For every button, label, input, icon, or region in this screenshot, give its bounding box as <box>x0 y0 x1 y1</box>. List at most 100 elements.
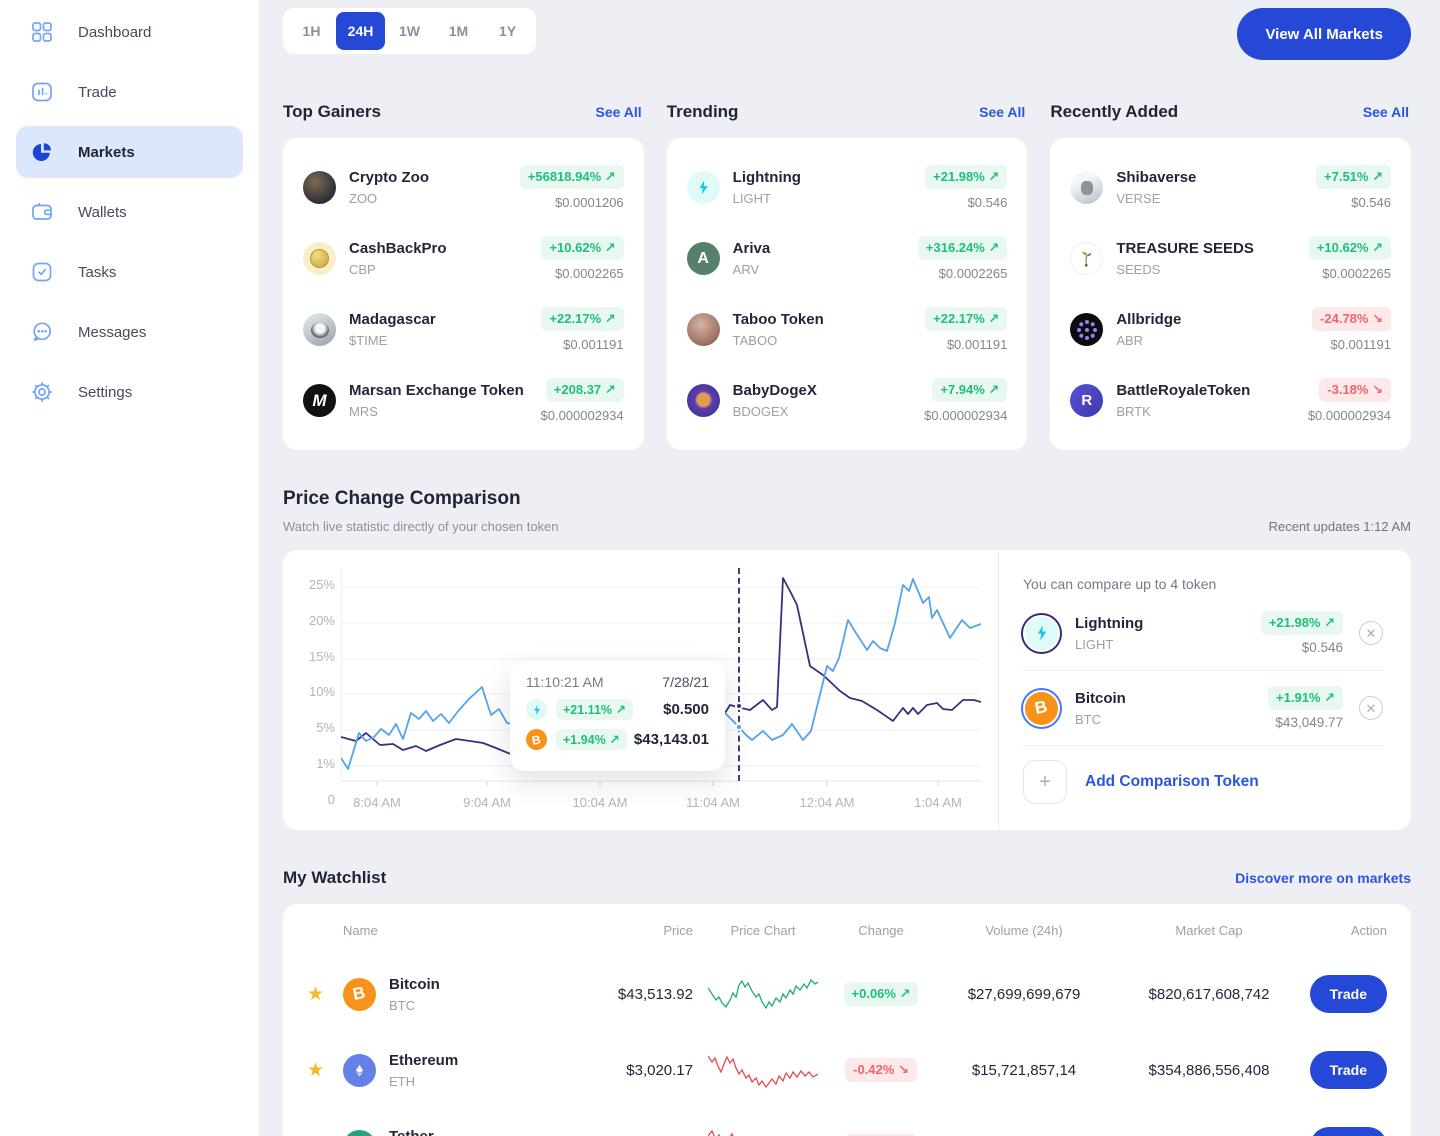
sidebar-item-wallets[interactable]: Wallets <box>16 186 243 238</box>
trade-button[interactable]: Trade <box>1309 1127 1387 1136</box>
token-price: $0.0002265 <box>1322 266 1391 281</box>
tab-1m[interactable]: 1M <box>448 23 469 39</box>
tooltip-change-badge: +21.11% ↗ <box>556 699 633 720</box>
price-comparison-section: Price Change Comparison Watch live stati… <box>283 488 1411 830</box>
change-badge: +7.51% ↗ <box>1316 165 1391 189</box>
section-title: Trending <box>666 102 739 121</box>
add-comparison-label: Add Comparison Token <box>1085 773 1259 790</box>
tab-1y[interactable]: 1Y <box>498 23 517 39</box>
column-header: Market Cap <box>1175 922 1243 938</box>
token-symbol: ETH <box>389 1073 415 1089</box>
token-name: BattleRoyaleToken <box>1116 382 1251 399</box>
token-name: Bitcoin <box>1075 689 1126 707</box>
token-row[interactable]: Taboo Token TABOO +22.17% ↗ $0.001191 <box>686 294 1008 365</box>
add-comparison-token[interactable]: + Add Comparison Token <box>1023 746 1383 804</box>
sidebar-item-trade[interactable]: Trade <box>16 66 243 118</box>
bitcoin-icon: B <box>1023 689 1060 727</box>
token-name: Allbridge <box>1116 311 1182 328</box>
comparison-token-row: B Bitcoin BTC +1.91% ↗ $43,049.77 ✕ <box>1023 671 1383 746</box>
remove-token-button[interactable]: ✕ <box>1359 696 1383 720</box>
trending-card: Lightning LIGHT +21.98% ↗ $0.546 A Ariva AR… <box>666 138 1028 450</box>
token-price: $0.0002265 <box>938 266 1008 281</box>
change-badge: -3.18% ↘ <box>1319 378 1391 402</box>
discover-markets-link[interactable]: Discover more on markets <box>1235 870 1411 886</box>
token-name: Marsan Exchange Token <box>349 382 524 399</box>
remove-token-button[interactable]: ✕ <box>1359 621 1383 645</box>
token-row[interactable]: Madagascar $TIME +22.17% ↗ $0.001191 <box>303 294 624 365</box>
token-name: Shibaverse <box>1116 169 1197 186</box>
sidebar-item-settings[interactable]: Settings <box>16 366 243 418</box>
tether-icon: T <box>343 1129 376 1136</box>
price-cell: $43,513.92 <box>617 985 693 1003</box>
token-row[interactable]: Allbridge ABR -24.78% ↘ $0.001191 <box>1070 294 1391 365</box>
treasure-seeds-icon <box>1070 242 1104 275</box>
token-symbol: SEEDS <box>1116 262 1161 277</box>
sidebar-item-label: Tasks <box>78 263 117 281</box>
favorite-star-icon[interactable]: ★ <box>307 983 343 1006</box>
page-header: 1H 24H 1W 1M 1Y View All Markets <box>283 8 1411 60</box>
madagascar-icon <box>303 313 336 346</box>
token-name: Ariva <box>732 240 771 257</box>
see-all-link[interactable]: See All <box>979 104 1026 120</box>
tooltip-time: 11:10:21 AM <box>526 674 604 690</box>
sidebar-item-label: Markets <box>78 143 135 161</box>
volume-cell: $27,699,699,679 <box>967 985 1081 1003</box>
change-badge: +0.06% ↗ <box>843 982 919 1006</box>
change-badge: +56818.94% ↗ <box>519 165 624 189</box>
see-all-link[interactable]: See All <box>1362 104 1409 120</box>
view-all-markets-button[interactable]: View All Markets <box>1237 8 1411 60</box>
token-symbol: ABR <box>1116 333 1144 348</box>
token-row[interactable]: R BattleRoyaleToken BRTK -3.18% ↘ $0.00000… <box>1070 365 1391 436</box>
token-row[interactable]: M Marsan Exchange Token MRS +208.37 ↗ $0.0… <box>303 365 624 436</box>
favorite-star-icon[interactable]: ★ <box>307 1059 343 1082</box>
comparison-panel: You can compare up to 4 token Lightning L… <box>999 550 1411 830</box>
section-title: Recently Added <box>1050 102 1179 121</box>
task-check-icon <box>30 260 54 284</box>
comparison-chart[interactable]: 25% 20% 15% 10% 5% 1% 0 <box>283 550 999 830</box>
change-badge: +208.37 ↗ <box>545 378 624 402</box>
sidebar-item-dashboard[interactable]: Dashboard <box>16 6 243 58</box>
token-name: Ethereum <box>389 1051 459 1069</box>
token-row[interactable]: Shibaverse VERSE +7.51% ↗ $0.546 <box>1070 152 1391 223</box>
chart-tooltip: 11:10:21 AM 7/28/21 +21.11% ↗ $0.500 B +… <box>510 661 725 771</box>
token-symbol: LIGHT <box>1075 636 1114 652</box>
token-symbol: BDOGEX <box>732 404 789 419</box>
tab-24h[interactable]: 24H <box>336 12 385 50</box>
price-sparkline <box>708 1129 739 1136</box>
taboo-icon <box>686 313 720 346</box>
change-badge: +10.62% ↗ <box>541 236 624 260</box>
change-badge: +316.24% ↗ <box>917 236 1008 260</box>
x-tick: 11:04 AM <box>686 795 740 810</box>
token-row[interactable]: CashBackPro CBP +10.62% ↗ $0.0002265 <box>303 223 624 294</box>
token-name: Bitcoin <box>389 975 440 993</box>
crypto-zoo-icon <box>303 171 336 204</box>
column-header: Price <box>663 922 693 938</box>
sidebar: Dashboard Trade Markets Wallets Tasks Me… <box>0 0 259 1136</box>
sidebar-item-messages[interactable]: Messages <box>16 306 243 358</box>
lightning-series-line <box>341 577 981 762</box>
trade-button[interactable]: Trade <box>1309 975 1387 1013</box>
volume-cell: $15,721,857,14 <box>971 1061 1077 1079</box>
token-price: $0.001191 <box>563 337 624 352</box>
tab-1h[interactable]: 1H <box>302 23 321 39</box>
plus-icon[interactable]: + <box>1023 760 1067 804</box>
top-gainers-card: Crypto Zoo ZOO +56818.94% ↗ $0.0001206 Cas… <box>283 138 644 450</box>
token-row[interactable]: A Ariva ARV +316.24% ↗ $0.0002265 <box>686 223 1008 294</box>
sidebar-item-tasks[interactable]: Tasks <box>16 246 243 298</box>
token-symbol: BRTK <box>1116 404 1151 419</box>
token-row[interactable]: Lightning LIGHT +21.98% ↗ $0.546 <box>686 152 1008 223</box>
watchlist-title: My Watchlist <box>283 868 387 887</box>
x-tick: 8:04 AM <box>353 795 401 810</box>
sidebar-item-markets[interactable]: Markets <box>16 126 243 178</box>
token-symbol: CBP <box>349 262 376 277</box>
see-all-link[interactable]: See All <box>595 104 642 120</box>
tab-1w[interactable]: 1W <box>399 23 420 39</box>
trade-button[interactable]: Trade <box>1309 1051 1387 1089</box>
token-row[interactable]: BabyDogeX BDOGEX +7.94% ↗ $0.000002934 <box>686 365 1008 436</box>
token-row[interactable]: Crypto Zoo ZOO +56818.94% ↗ $0.0001206 <box>303 152 624 223</box>
tooltip-value: $43,143.01 <box>633 731 709 748</box>
token-row[interactable]: TREASURE SEEDS SEEDS +10.62% ↗ $0.0002265 <box>1070 223 1391 294</box>
token-price: $0.546 <box>1351 195 1391 210</box>
token-symbol: BTC <box>1075 711 1101 727</box>
change-badge: +7.94% ↗ <box>932 378 1008 402</box>
